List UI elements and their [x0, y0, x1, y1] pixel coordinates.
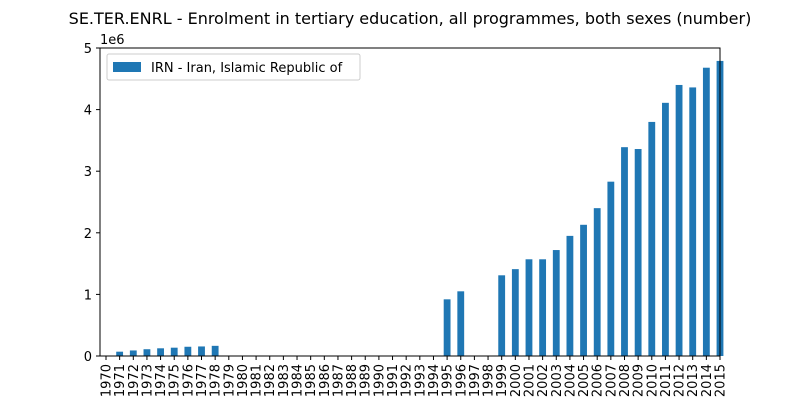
y-tick-label: 4 [84, 104, 92, 119]
bar-2003 [552, 250, 560, 356]
bar-1974 [157, 348, 164, 356]
x-tick-label: 2004 [563, 364, 578, 397]
x-tick-label: 1998 [482, 364, 497, 397]
legend-box [106, 53, 361, 81]
y-tick-label: 5 [84, 42, 92, 57]
bar-1995 [443, 299, 451, 356]
legend-label: IRN - Iran, Islamic Republic of [151, 61, 343, 76]
x-tick-label: 2009 [632, 364, 647, 397]
x-tick-label: 1975 [168, 364, 183, 397]
x-tick-label: 1984 [291, 364, 306, 397]
x-tick-label: 2006 [591, 364, 606, 397]
x-tick-label: 2010 [645, 364, 660, 397]
x-tick-label: 2007 [604, 364, 619, 397]
x-tick-label: 1981 [250, 364, 265, 397]
bar-1977 [198, 346, 205, 356]
bar-2012 [675, 84, 683, 357]
x-tick-label: 1983 [277, 364, 292, 397]
bar-2002 [539, 259, 547, 356]
x-tick-label: 1991 [386, 364, 401, 397]
x-tick-label: 1995 [441, 364, 456, 397]
x-tick-label: 2002 [536, 364, 551, 397]
bar-2014 [702, 67, 710, 356]
x-tick-label: 1987 [331, 364, 346, 397]
x-tick-label: 1978 [209, 364, 224, 397]
x-tick-label: 2003 [550, 364, 565, 397]
plot-frame [99, 47, 721, 357]
bar-2001 [525, 259, 533, 356]
x-tick-label: 1972 [127, 364, 142, 397]
x-tick-label: 1989 [359, 364, 374, 397]
bar-1972 [129, 350, 137, 356]
bar-2007 [607, 181, 615, 356]
x-tick-label: 1996 [454, 364, 469, 397]
y-tick-label: 2 [84, 227, 92, 242]
bar-2008 [621, 147, 628, 356]
x-tick-label: 1990 [372, 364, 387, 397]
bar-2010 [648, 121, 656, 356]
x-tick-label: 2005 [577, 364, 592, 397]
bar-2005 [580, 224, 587, 356]
y-scale-label: 1e6 [100, 33, 125, 48]
bar-1973 [143, 349, 151, 356]
x-tick-label: 2012 [673, 364, 688, 397]
x-axis: 1970197119721973197419751976197719781979… [100, 356, 729, 397]
bar-2013 [689, 87, 697, 356]
x-tick-label: 1979 [222, 364, 237, 397]
bar-2006 [593, 208, 601, 356]
y-axis: 0 1 2 3 4 5 [84, 42, 100, 365]
bar-1976 [184, 346, 192, 356]
x-tick-label: 1982 [263, 364, 278, 397]
x-tick-label: 1999 [495, 364, 510, 397]
bar-1975 [170, 347, 178, 356]
x-tick-label: 1970 [100, 364, 115, 397]
bar-2011 [662, 102, 669, 356]
y-tick-label: 1 [84, 288, 92, 303]
x-tick-label: 1973 [140, 364, 155, 397]
x-tick-label: 1992 [400, 364, 415, 397]
y-tick-label: 3 [84, 165, 92, 180]
chart-title: SE.TER.ENRL - Enrolment in tertiary educ… [69, 9, 752, 28]
x-tick-label: 1988 [345, 364, 360, 397]
x-tick-label: 2011 [659, 364, 674, 397]
bar-2004 [566, 235, 574, 356]
y-tick-label: 0 [84, 350, 92, 365]
x-tick-label: 2008 [618, 364, 633, 397]
x-tick-label: 2013 [686, 364, 701, 397]
x-tick-label: 2000 [509, 364, 524, 397]
x-tick-label: 1997 [468, 364, 483, 397]
x-tick-label: 1974 [154, 364, 169, 397]
bar-1999 [498, 275, 506, 356]
legend-swatch [113, 62, 141, 72]
x-tick-label: 1994 [427, 364, 442, 397]
bar-1978 [211, 345, 219, 356]
bar-2000 [511, 269, 519, 356]
x-tick-label: 1977 [195, 364, 210, 397]
bar-1996 [457, 291, 465, 356]
x-tick-label: 2015 [714, 364, 729, 397]
x-tick-label: 1985 [304, 364, 319, 397]
x-tick-label: 1971 [113, 364, 128, 397]
x-tick-label: 2001 [522, 364, 537, 397]
x-tick-label: 1976 [181, 364, 196, 397]
bars-group [116, 60, 724, 357]
x-tick-label: 1986 [318, 364, 333, 397]
legend: IRN - Iran, Islamic Republic of [106, 53, 361, 81]
x-tick-label: 1993 [413, 364, 428, 397]
x-tick-label: 2014 [700, 364, 715, 397]
bar-1971 [116, 351, 124, 356]
bar-2009 [634, 149, 642, 356]
x-tick-label: 1980 [236, 364, 251, 397]
